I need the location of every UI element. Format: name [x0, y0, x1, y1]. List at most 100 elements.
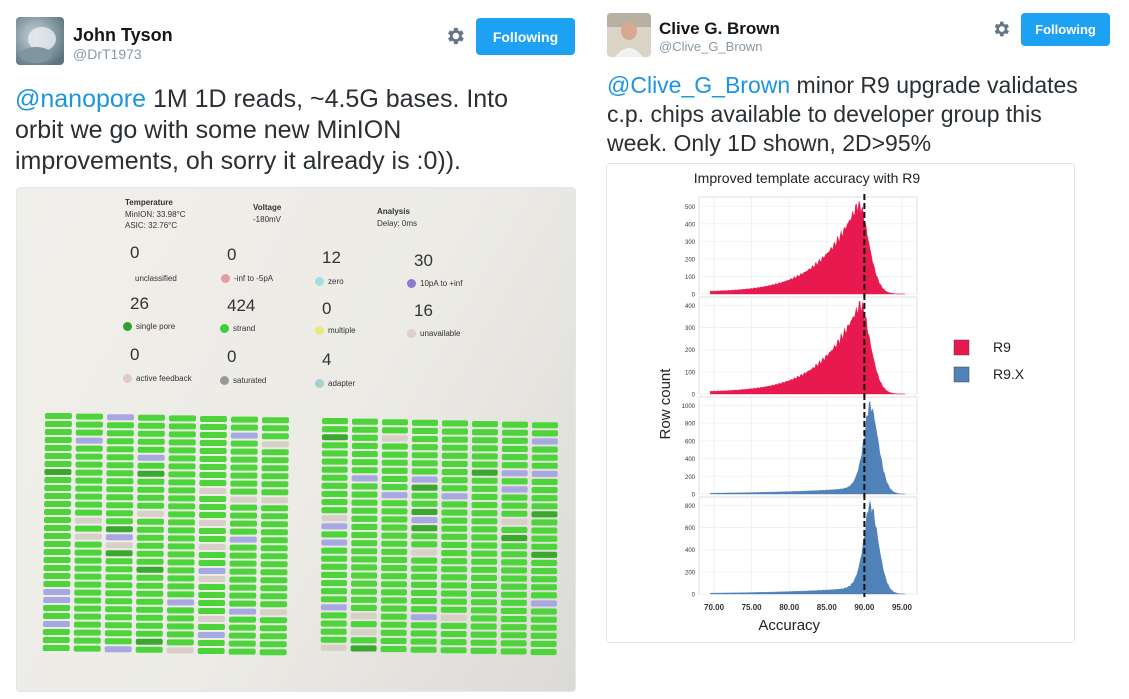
- channel-cell: [42, 645, 70, 651]
- y-tick-label: 200: [685, 570, 696, 576]
- channel-cell: [43, 517, 71, 523]
- channel-cell: [470, 623, 497, 630]
- channel-cell: [441, 533, 468, 540]
- channel-cell: [167, 575, 195, 582]
- channel-cell: [229, 520, 257, 527]
- channel-cell: [231, 416, 258, 423]
- channel-cell: [136, 526, 164, 533]
- stat-label: zero: [315, 277, 344, 287]
- channel-cell: [166, 639, 194, 646]
- legend-swatch: [953, 339, 970, 356]
- gear-icon[interactable]: [991, 19, 1011, 39]
- avatar[interactable]: [607, 13, 651, 57]
- channel-cell: [75, 501, 103, 508]
- channel-cell: [440, 631, 467, 638]
- channel-cell: [410, 598, 437, 605]
- channel-cell: [381, 443, 408, 450]
- channel-cell: [381, 532, 408, 539]
- channel-cell: [74, 525, 102, 532]
- channel-cell: [411, 484, 438, 491]
- channel-cell: [44, 445, 72, 451]
- channel-cell: [137, 478, 165, 485]
- channel-cell: [531, 503, 558, 510]
- channel-cell: [351, 483, 378, 490]
- channel-cell: [381, 573, 408, 580]
- following-button[interactable]: Following: [1021, 13, 1110, 46]
- gear-icon[interactable]: [444, 25, 466, 47]
- channel-cell: [261, 481, 289, 488]
- channel-cell: [230, 464, 258, 471]
- user-handle[interactable]: @Clive_G_Brown: [659, 39, 763, 54]
- tweet-photo-chart[interactable]: Improved template accuracy with R9 Row co…: [606, 163, 1075, 643]
- channel-cell: [167, 567, 195, 574]
- facet-panel: 800 600 400 200 0: [685, 494, 918, 599]
- channel-cell: [531, 462, 558, 469]
- x-tick-label: 70.00: [704, 603, 725, 612]
- user-name[interactable]: Clive G. Brown: [659, 19, 780, 38]
- user-handle[interactable]: @DrT1973: [73, 46, 142, 62]
- y-tick-label: 300: [685, 240, 696, 246]
- channel-cell: [167, 599, 195, 606]
- legend-swatch: [953, 366, 970, 383]
- channel-cell: [351, 580, 377, 587]
- channel-cell: [137, 494, 165, 501]
- channel-cell: [198, 568, 226, 574]
- channel-cell: [44, 477, 72, 483]
- channel-cell: [168, 495, 196, 502]
- channel-cell: [136, 582, 164, 589]
- channel-cell: [43, 597, 71, 603]
- distribution-area: [710, 500, 905, 595]
- channel-cell: [501, 494, 528, 501]
- channel-cell: [410, 630, 437, 637]
- channel-cell: [321, 442, 348, 449]
- channel-cell: [471, 461, 498, 468]
- channel-cell: [229, 552, 257, 559]
- channel-cell: [230, 480, 258, 487]
- channel-cell: [530, 592, 557, 599]
- channel-cell: [168, 471, 196, 478]
- user-name[interactable]: John Tyson: [73, 25, 173, 45]
- channel-cell: [411, 508, 438, 515]
- channel-cell: [531, 478, 558, 485]
- stat-label: multiple: [315, 326, 356, 336]
- channel-cell: [410, 606, 437, 613]
- y-tick-label: 0: [692, 593, 696, 599]
- channel-cell: [352, 418, 378, 425]
- channel-cell: [441, 509, 468, 516]
- channel-cell: [135, 638, 163, 645]
- mention-link[interactable]: @nanopore: [15, 85, 147, 113]
- channel-cell: [168, 455, 196, 462]
- channel-cell: [230, 440, 258, 447]
- channel-cell: [197, 624, 225, 630]
- channel-cell: [198, 584, 226, 590]
- following-button[interactable]: Following: [476, 18, 575, 55]
- channel-cell: [321, 450, 348, 457]
- channel-cell: [199, 424, 227, 430]
- minion-temp: MinION: 33.98°C: [125, 210, 186, 219]
- channel-cell: [75, 493, 103, 500]
- channel-cell: [351, 556, 378, 563]
- channel-cell: [351, 467, 378, 474]
- stat-value: 0: [227, 245, 237, 264]
- y-tick-label: 800: [685, 504, 696, 510]
- channel-cell: [43, 557, 71, 563]
- channel-cell: [500, 616, 527, 623]
- channel-cell: [75, 469, 103, 476]
- channel-cell: [321, 555, 348, 562]
- channel-cell: [411, 549, 438, 556]
- channel-cell: [441, 525, 468, 532]
- channel-cell: [137, 502, 165, 509]
- channel-cell: [531, 519, 558, 526]
- channel-cell: [501, 445, 528, 452]
- channel-cell: [167, 543, 195, 550]
- avatar[interactable]: [16, 17, 64, 65]
- channel-cell: [471, 526, 498, 533]
- channel-cell: [471, 583, 497, 590]
- channel-cell: [261, 513, 289, 520]
- channel-cell: [137, 438, 165, 445]
- mention-link[interactable]: @Clive_G_Brown: [607, 72, 791, 98]
- channel-cell: [321, 507, 348, 514]
- tweet-photo[interactable]: Temperature MinION: 33.98°C ASIC: 32.76°…: [16, 187, 576, 692]
- channel-cell: [501, 502, 528, 509]
- channel-cell: [501, 526, 528, 533]
